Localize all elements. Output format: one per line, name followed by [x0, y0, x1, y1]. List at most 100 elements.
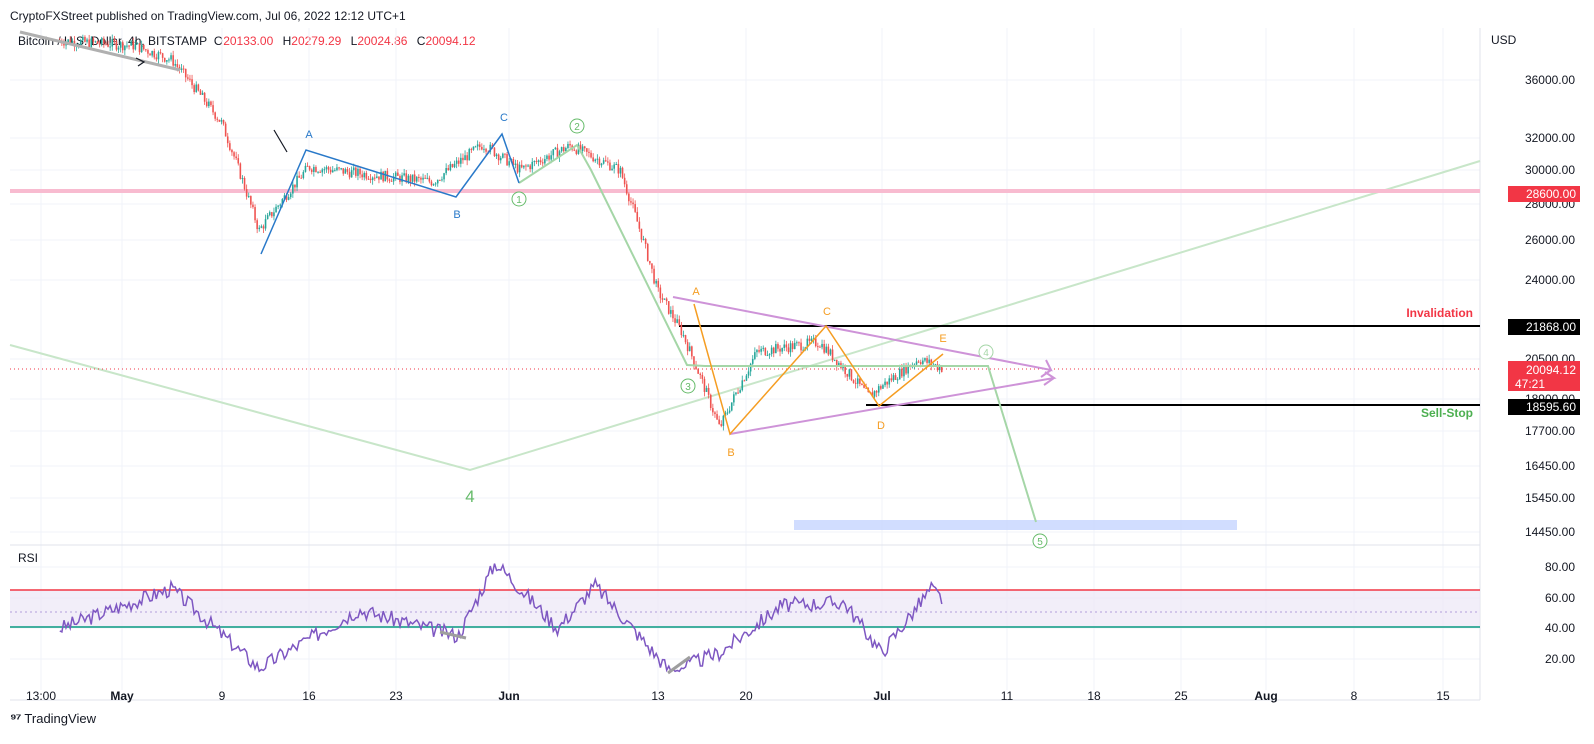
target-zone[interactable] — [794, 520, 1237, 530]
candle-body — [602, 160, 605, 164]
triangle-lower-line[interactable] — [729, 371, 1057, 435]
candle-body — [703, 378, 706, 392]
candle-body — [476, 144, 479, 147]
candle-body — [352, 167, 355, 171]
candle-body — [558, 151, 561, 158]
rsi-axis[interactable]: 80.00 60.00 40.00 20.00 — [1545, 560, 1575, 666]
blue-abc-path — [260, 132, 520, 255]
candle-body — [880, 386, 882, 389]
candle-body — [182, 68, 185, 70]
candle-body — [548, 155, 550, 160]
candle-body — [147, 50, 149, 54]
candle-body — [365, 172, 368, 179]
big-wave-4-label: 4 — [465, 487, 474, 506]
candle-body — [130, 41, 132, 46]
candle-body — [569, 143, 571, 146]
orange-wave-a: A — [692, 286, 700, 298]
candle-body — [481, 146, 483, 150]
candle-body — [82, 36, 84, 41]
orange-wave-c: C — [823, 306, 831, 318]
candle-body — [766, 355, 769, 357]
candle-body — [581, 146, 584, 152]
candle-body — [938, 366, 941, 371]
candle-body — [237, 158, 240, 164]
candle-body — [168, 59, 170, 61]
candle-body — [403, 173, 405, 176]
candle-body — [634, 204, 636, 212]
rsi-divergence-1[interactable] — [439, 630, 467, 640]
candle-body — [394, 172, 397, 177]
candle-body — [520, 164, 523, 168]
candle-body — [69, 39, 72, 45]
time-tick-label: 16 — [302, 689, 316, 703]
brand-name: TradingView — [24, 710, 96, 726]
candle-body — [583, 146, 586, 149]
candle-body — [163, 57, 166, 62]
candle-body — [121, 42, 124, 51]
candle-body — [132, 41, 135, 50]
candle-body — [552, 149, 555, 156]
rsi-divergence-2[interactable] — [667, 655, 691, 675]
invalidation-label: Invalidation — [1406, 306, 1473, 320]
candle-body — [195, 84, 198, 93]
candle-body — [235, 156, 237, 159]
candle-body — [783, 344, 786, 349]
candle-body — [527, 165, 529, 167]
candle-body — [210, 101, 212, 106]
candle-body — [161, 53, 164, 58]
orange-wave-b: B — [727, 447, 734, 459]
candle-body — [497, 154, 500, 161]
candle-body — [594, 159, 597, 162]
candle-body — [441, 179, 443, 181]
candle-body — [96, 41, 99, 44]
rsi-line — [59, 562, 943, 673]
candle-body — [649, 260, 651, 264]
arrow-annotation[interactable] — [135, 57, 146, 67]
time-axis[interactable]: 13:00 May 9 16 23 Jun 13 20 Jul 11 18 25 Aug 8 15 — [26, 689, 1450, 703]
candle-body — [397, 172, 399, 176]
candle-body — [754, 352, 756, 359]
candle-body — [768, 354, 771, 356]
price-tick-label: 30000.00 — [1525, 163, 1575, 177]
candle-body — [250, 196, 252, 205]
candle-body — [134, 44, 137, 50]
pen-stroke[interactable] — [273, 129, 288, 153]
candle-body — [298, 175, 300, 178]
candle-body — [466, 155, 468, 161]
price-axis[interactable]: 36000.0032000.0030000.0028000.0026000.00… — [1525, 73, 1575, 539]
candle-body — [814, 338, 817, 347]
candle-body — [338, 167, 340, 169]
price-tick-label: 14450.00 — [1525, 525, 1575, 539]
candle-body — [646, 243, 649, 261]
candle-body — [928, 359, 930, 363]
candle-body — [346, 169, 349, 172]
candle-body — [499, 157, 502, 161]
candle-body — [254, 207, 256, 221]
candle-body — [821, 343, 823, 348]
time-tick-label: 11 — [1001, 689, 1014, 703]
candle-body — [831, 349, 834, 361]
candle-body — [901, 368, 903, 377]
wave-circle-1: 1 — [511, 191, 527, 207]
candle-body — [621, 167, 624, 178]
candle-body — [665, 298, 668, 302]
candle-body — [693, 356, 695, 366]
triangle-upper-line[interactable] — [672, 296, 1053, 378]
candle-body — [208, 101, 210, 107]
tradingview-logo[interactable]: ⁹⁷ TradingView — [10, 710, 96, 726]
candle-body — [682, 335, 685, 337]
candle-body — [451, 164, 454, 168]
publish-header: CryptoFXStreet published on TradingView.… — [10, 9, 406, 23]
candle-body — [617, 164, 620, 174]
candle-body — [197, 84, 200, 91]
candle-body — [199, 90, 202, 95]
channel-line[interactable] — [19, 30, 181, 72]
candle-body — [812, 338, 815, 340]
orange-wave-e: E — [939, 333, 946, 345]
candle-body — [340, 168, 342, 170]
time-tick-label: 15 — [1436, 689, 1450, 703]
candle-body — [848, 369, 851, 377]
candle-body — [514, 163, 517, 165]
wave-circle-3: 3 — [680, 378, 696, 394]
